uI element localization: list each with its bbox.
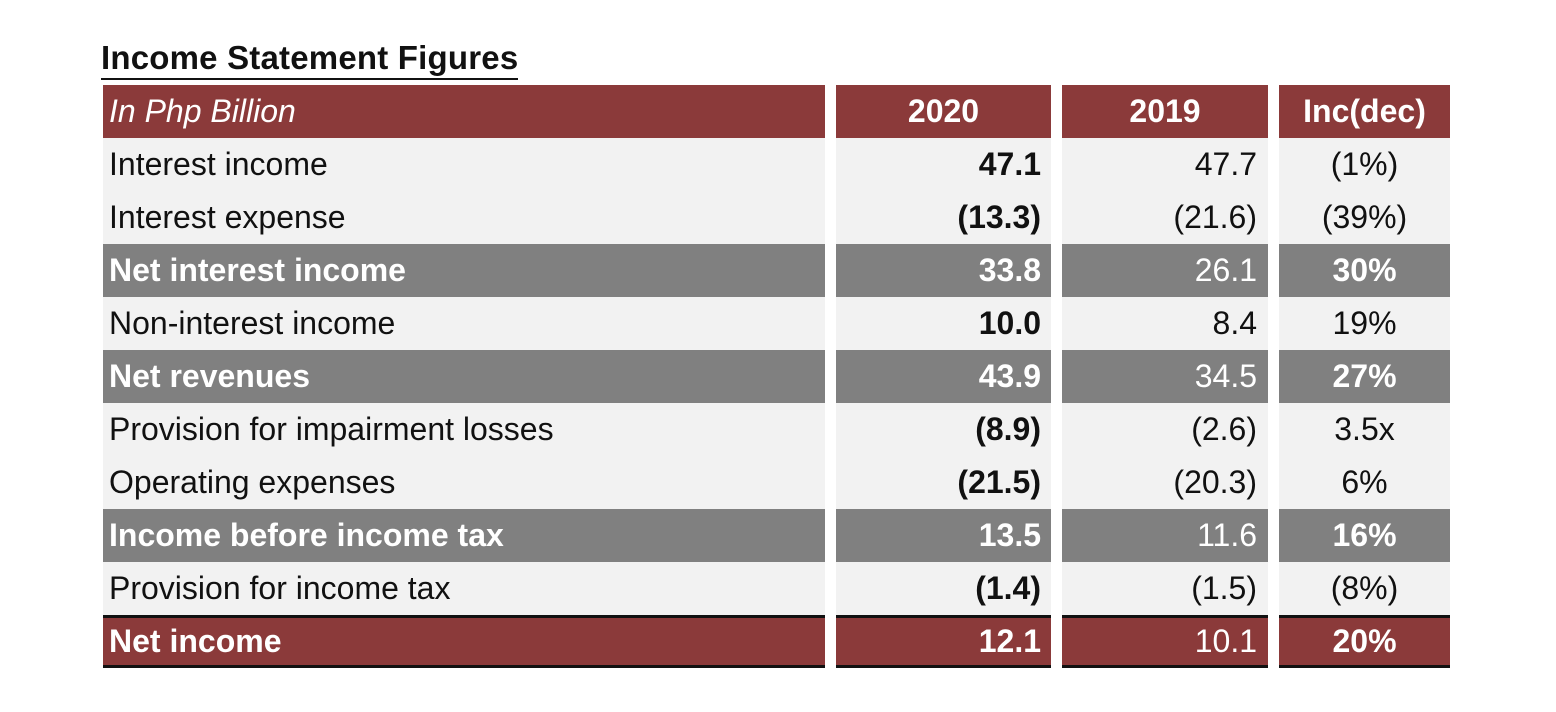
row-value-2019: 11.6: [1062, 509, 1268, 562]
row-value-2020: (13.3): [836, 191, 1051, 244]
row-value-2019: 8.4: [1062, 297, 1268, 350]
income-statement-table: In Php Billion 2020 2019 Inc(dec) Intere…: [103, 85, 1450, 668]
row-label: Provision for impairment losses: [103, 403, 825, 456]
table-row-subtotal: Net interest income 33.8 26.1 30%: [103, 244, 1450, 297]
row-value-inc: 16%: [1279, 509, 1450, 562]
table-row: Interest income 47.1 47.7 (1%): [103, 138, 1450, 191]
row-value-2020: 10.0: [836, 297, 1051, 350]
row-value-inc: (1%): [1279, 138, 1450, 191]
table-title: Income Statement Figures: [101, 38, 519, 80]
table-row-subtotal: Net revenues 43.9 34.5 27%: [103, 350, 1450, 403]
row-value-2020: (1.4): [836, 562, 1051, 615]
row-label: Interest expense: [103, 191, 825, 244]
row-label: Provision for income tax: [103, 562, 825, 615]
table-row: Non-interest income 10.0 8.4 19%: [103, 297, 1450, 350]
row-value-inc: 3.5x: [1279, 403, 1450, 456]
row-value-2020: 13.5: [836, 509, 1051, 562]
row-value-2019: 47.7: [1062, 138, 1268, 191]
row-value-2020: 12.1: [836, 615, 1051, 668]
table-row: Provision for income tax (1.4) (1.5) (8%…: [103, 562, 1450, 615]
table-row-subtotal: Income before income tax 13.5 11.6 16%: [103, 509, 1450, 562]
header-inc-dec: Inc(dec): [1279, 85, 1450, 138]
row-label: Net income: [103, 615, 825, 668]
row-label: Net revenues: [103, 350, 825, 403]
row-label: Non-interest income: [103, 297, 825, 350]
row-value-2019: (1.5): [1062, 562, 1268, 615]
row-value-2019: 26.1: [1062, 244, 1268, 297]
row-label: Net interest income: [103, 244, 825, 297]
row-value-inc: 19%: [1279, 297, 1450, 350]
row-value-inc: 6%: [1279, 456, 1450, 509]
row-value-2019: (21.6): [1062, 191, 1268, 244]
row-value-inc: 20%: [1279, 615, 1450, 668]
row-value-inc: 30%: [1279, 244, 1450, 297]
header-label: In Php Billion: [103, 85, 825, 138]
row-value-2020: 43.9: [836, 350, 1051, 403]
row-value-2019: (2.6): [1062, 403, 1268, 456]
table-header-row: In Php Billion 2020 2019 Inc(dec): [103, 85, 1450, 138]
row-value-2020: (8.9): [836, 403, 1051, 456]
row-value-2020: 33.8: [836, 244, 1051, 297]
row-label: Interest income: [103, 138, 825, 191]
table-row: Operating expenses (21.5) (20.3) 6%: [103, 456, 1450, 509]
row-value-2019: (20.3): [1062, 456, 1268, 509]
row-value-2020: (21.5): [836, 456, 1051, 509]
table-row: Provision for impairment losses (8.9) (2…: [103, 403, 1450, 456]
table-row-total: Net income 12.1 10.1 20%: [103, 615, 1450, 668]
header-2020: 2020: [836, 85, 1051, 138]
row-value-inc: 27%: [1279, 350, 1450, 403]
header-2019: 2019: [1062, 85, 1268, 138]
table-row: Interest expense (13.3) (21.6) (39%): [103, 191, 1450, 244]
row-value-2019: 10.1: [1062, 615, 1268, 668]
row-value-2019: 34.5: [1062, 350, 1268, 403]
row-value-inc: (39%): [1279, 191, 1450, 244]
row-label: Operating expenses: [103, 456, 825, 509]
row-value-inc: (8%): [1279, 562, 1450, 615]
row-value-2020: 47.1: [836, 138, 1051, 191]
row-label: Income before income tax: [103, 509, 825, 562]
